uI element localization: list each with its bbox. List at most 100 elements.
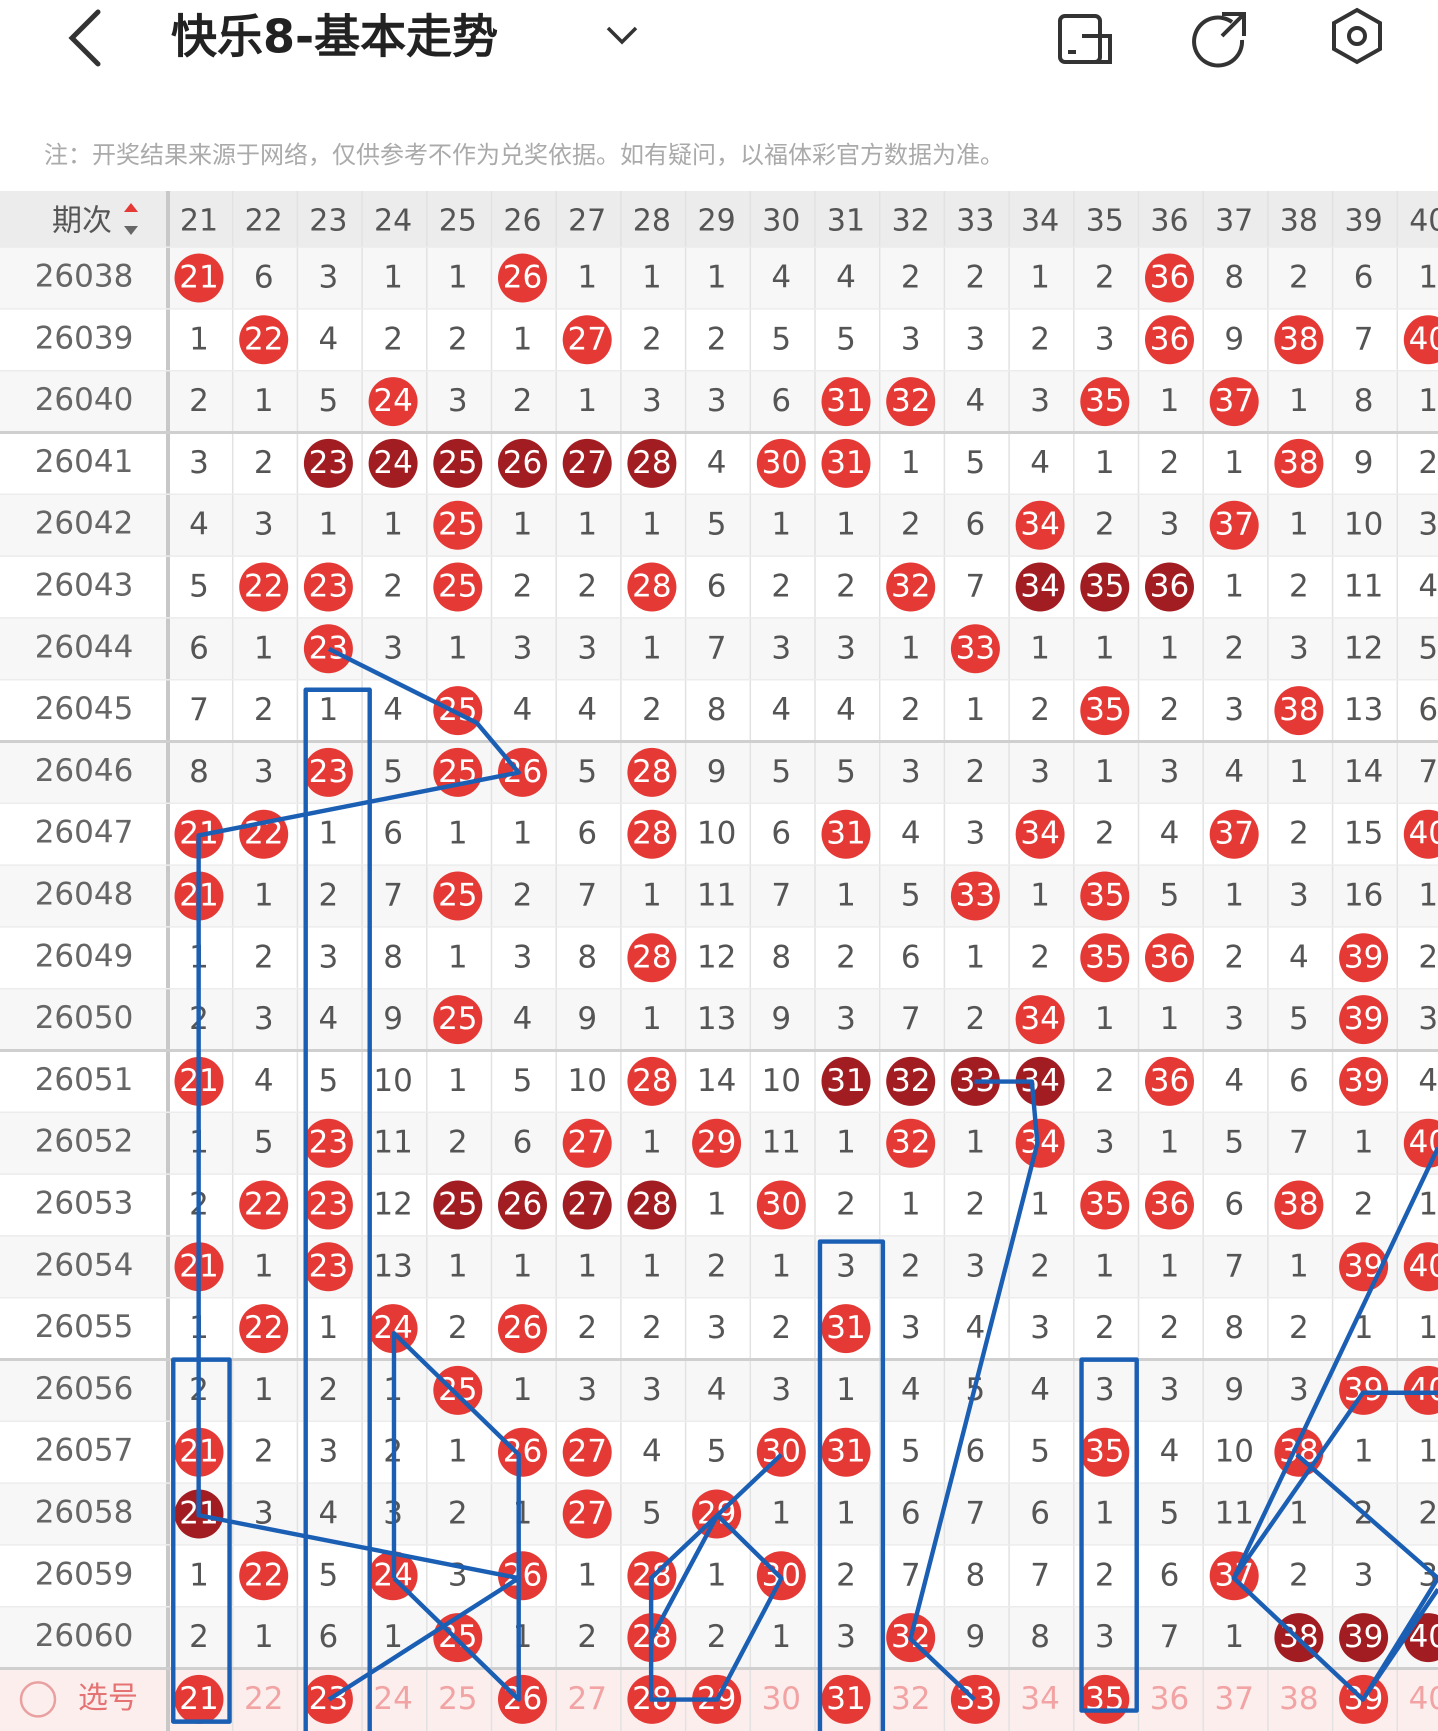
miss-count: 3 bbox=[642, 1372, 662, 1408]
miss-count: 5 bbox=[901, 1434, 921, 1470]
picked-number[interactable]: 31 bbox=[826, 1681, 865, 1717]
miss-count: 1 bbox=[448, 260, 468, 296]
annotation-line bbox=[1295, 1452, 1438, 1702]
ball bbox=[433, 686, 483, 736]
hit-number: 35 bbox=[1085, 569, 1124, 605]
miss-count: 6 bbox=[319, 1619, 339, 1655]
row-band bbox=[0, 370, 1438, 433]
miss-count: 3 bbox=[771, 1372, 791, 1408]
select-number[interactable]: 22 bbox=[244, 1681, 283, 1717]
miss-count: 1 bbox=[254, 1372, 274, 1408]
ball bbox=[1274, 315, 1324, 365]
miss-count: 1 bbox=[1418, 260, 1438, 296]
hit-number: 36 bbox=[1150, 1187, 1189, 1223]
miss-count: 6 bbox=[189, 630, 209, 666]
miss-count: 1 bbox=[513, 1619, 533, 1655]
column-header: 26 bbox=[503, 204, 541, 239]
miss-count: 1 bbox=[1030, 878, 1050, 914]
screen-icon-part bbox=[1068, 34, 1112, 64]
miss-count: 4 bbox=[1224, 1063, 1244, 1099]
hit-number: 35 bbox=[1085, 939, 1124, 975]
miss-count: 2 bbox=[642, 692, 662, 728]
ball bbox=[562, 315, 612, 365]
select-number[interactable]: 37 bbox=[1214, 1681, 1253, 1717]
settings-icon[interactable] bbox=[1332, 7, 1382, 65]
ball bbox=[1080, 562, 1130, 612]
select-number[interactable]: 38 bbox=[1279, 1681, 1318, 1717]
miss-count: 1 bbox=[707, 260, 727, 296]
miss-count: 1 bbox=[1418, 1310, 1438, 1346]
dropdown[interactable] bbox=[606, 26, 638, 45]
miss-count: 11 bbox=[1344, 569, 1383, 605]
ball bbox=[433, 995, 483, 1045]
miss-count: 1 bbox=[1160, 630, 1180, 666]
issue-number: 26045 bbox=[35, 691, 134, 727]
hit-number: 27 bbox=[567, 321, 606, 357]
select-number[interactable]: 34 bbox=[1020, 1681, 1059, 1717]
select-number[interactable]: 36 bbox=[1150, 1681, 1189, 1717]
hit-number: 23 bbox=[309, 569, 348, 605]
miss-count: 8 bbox=[1030, 1619, 1050, 1655]
picked-number[interactable]: 23 bbox=[309, 1681, 348, 1717]
picked-number[interactable]: 21 bbox=[179, 1681, 218, 1717]
column-header: 34 bbox=[1021, 204, 1059, 239]
miss-count: 1 bbox=[1095, 445, 1115, 481]
miss-count: 6 bbox=[901, 1496, 921, 1532]
select-number[interactable]: 40 bbox=[1409, 1681, 1438, 1717]
miss-count: 5 bbox=[1289, 1001, 1309, 1037]
annotation-box bbox=[817, 1239, 886, 1731]
miss-count: 2 bbox=[1095, 816, 1115, 852]
miss-count: 2 bbox=[901, 260, 921, 296]
miss-count: 1 bbox=[1030, 630, 1050, 666]
hit-number: 28 bbox=[632, 939, 671, 975]
ball bbox=[1209, 377, 1259, 427]
hit-number: 25 bbox=[438, 878, 477, 914]
miss-count: 1 bbox=[1160, 1001, 1180, 1037]
hit-number: 27 bbox=[567, 1187, 606, 1223]
hit-number: 32 bbox=[891, 1063, 930, 1099]
miss-count: 5 bbox=[1160, 1496, 1180, 1532]
miss-count: 4 bbox=[901, 1372, 921, 1408]
miss-count: 2 bbox=[513, 569, 533, 605]
hit-number: 34 bbox=[1020, 507, 1059, 543]
ball bbox=[1015, 500, 1065, 550]
screen-icon[interactable] bbox=[1058, 14, 1102, 64]
miss-count: 4 bbox=[966, 383, 986, 419]
sort-down bbox=[124, 226, 138, 235]
ball bbox=[1403, 1365, 1438, 1415]
miss-count: 7 bbox=[901, 1557, 921, 1593]
miss-count: 3 bbox=[1224, 1001, 1244, 1037]
miss-count: 10 bbox=[762, 1063, 801, 1099]
miss-count: 2 bbox=[1289, 569, 1309, 605]
select-number[interactable]: 27 bbox=[567, 1681, 606, 1717]
ball bbox=[562, 1489, 612, 1539]
ball bbox=[821, 1304, 871, 1354]
picked-number[interactable]: 26 bbox=[503, 1681, 542, 1717]
ball bbox=[433, 1180, 483, 1230]
miss-count: 2 bbox=[836, 939, 856, 975]
hit-number: 26 bbox=[503, 1310, 542, 1346]
miss-count: 3 bbox=[901, 321, 921, 357]
miss-count: 2 bbox=[448, 1310, 468, 1346]
select-number[interactable]: 30 bbox=[762, 1681, 801, 1717]
ball bbox=[821, 809, 871, 859]
miss-count: 1 bbox=[836, 1372, 856, 1408]
miss-count: 1 bbox=[513, 1496, 533, 1532]
miss-count: 3 bbox=[1160, 754, 1180, 790]
ball bbox=[1209, 809, 1259, 859]
select-number[interactable]: 24 bbox=[373, 1681, 412, 1717]
miss-count: 1 bbox=[1354, 1125, 1374, 1161]
ball bbox=[627, 809, 677, 859]
miss-count: 3 bbox=[1289, 630, 1309, 666]
miss-count: 7 bbox=[1354, 321, 1374, 357]
miss-count: 4 bbox=[771, 692, 791, 728]
miss-count: 8 bbox=[1224, 260, 1244, 296]
back-button[interactable] bbox=[68, 9, 101, 67]
disclaimer: 注：开奖结果来源于网络，仅供参考不作为兑奖依据。如有疑问，以福体彩官方数据为准。 bbox=[44, 141, 1004, 169]
miss-count: 6 bbox=[966, 1434, 986, 1470]
hit-number: 40 bbox=[1409, 321, 1438, 357]
share-icon[interactable] bbox=[1192, 12, 1246, 68]
select-number[interactable]: 32 bbox=[891, 1681, 930, 1717]
ball bbox=[1015, 1056, 1065, 1106]
select-number[interactable]: 25 bbox=[438, 1681, 477, 1717]
